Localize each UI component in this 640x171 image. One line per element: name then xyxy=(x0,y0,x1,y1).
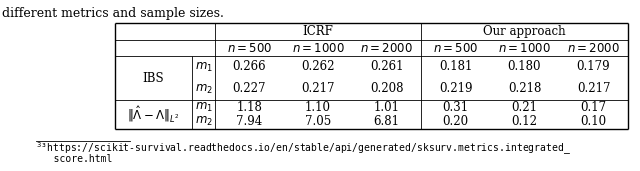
Text: 0.218: 0.218 xyxy=(508,82,541,95)
Text: $m_1$: $m_1$ xyxy=(195,61,212,74)
Text: 0.227: 0.227 xyxy=(232,82,266,95)
Text: 0.180: 0.180 xyxy=(508,61,541,74)
Text: $n = 500$: $n = 500$ xyxy=(227,42,272,55)
Text: $\|\hat{\Lambda} - \Lambda\|_{L^2}$: $\|\hat{\Lambda} - \Lambda\|_{L^2}$ xyxy=(127,104,180,124)
Text: 0.181: 0.181 xyxy=(439,61,472,74)
Text: $m_1$: $m_1$ xyxy=(195,101,212,114)
Text: 0.12: 0.12 xyxy=(511,115,538,128)
Text: 7.05: 7.05 xyxy=(305,115,331,128)
Text: 6.81: 6.81 xyxy=(374,115,399,128)
Text: 0.261: 0.261 xyxy=(370,61,403,74)
Text: $n = 1000$: $n = 1000$ xyxy=(498,42,551,55)
Text: 0.217: 0.217 xyxy=(577,82,611,95)
Text: 0.179: 0.179 xyxy=(577,61,611,74)
Text: Our approach: Our approach xyxy=(483,25,566,38)
Text: IBS: IBS xyxy=(143,71,164,84)
Text: 0.217: 0.217 xyxy=(301,82,335,95)
Text: 0.21: 0.21 xyxy=(511,101,538,114)
Text: 1.10: 1.10 xyxy=(305,101,331,114)
Text: $n = 1000$: $n = 1000$ xyxy=(292,42,344,55)
Text: 0.262: 0.262 xyxy=(301,61,335,74)
Text: 0.20: 0.20 xyxy=(442,115,468,128)
Text: 0.266: 0.266 xyxy=(232,61,266,74)
Text: $n = 2000$: $n = 2000$ xyxy=(567,42,620,55)
Text: 1.18: 1.18 xyxy=(236,101,262,114)
Text: 0.17: 0.17 xyxy=(580,101,607,114)
Text: 0.10: 0.10 xyxy=(580,115,607,128)
Text: 7.94: 7.94 xyxy=(236,115,262,128)
Text: different metrics and sample sizes.: different metrics and sample sizes. xyxy=(2,6,224,19)
Text: 0.31: 0.31 xyxy=(442,101,468,114)
Text: $n = 2000$: $n = 2000$ xyxy=(360,42,413,55)
Text: 1.01: 1.01 xyxy=(374,101,399,114)
Text: $m_2$: $m_2$ xyxy=(195,115,212,128)
Text: $n = 500$: $n = 500$ xyxy=(433,42,478,55)
Text: $m_2$: $m_2$ xyxy=(195,82,212,96)
Text: 0.219: 0.219 xyxy=(439,82,472,95)
Text: ICRF: ICRF xyxy=(303,25,333,38)
Text: $^3$³https://scikit-survival.readthedocs.io/en/stable/api/generated/sksurv.metri: $^3$³https://scikit-survival.readthedocs… xyxy=(36,141,571,157)
Text: 0.208: 0.208 xyxy=(370,82,403,95)
Text: score.html: score.html xyxy=(36,154,113,164)
